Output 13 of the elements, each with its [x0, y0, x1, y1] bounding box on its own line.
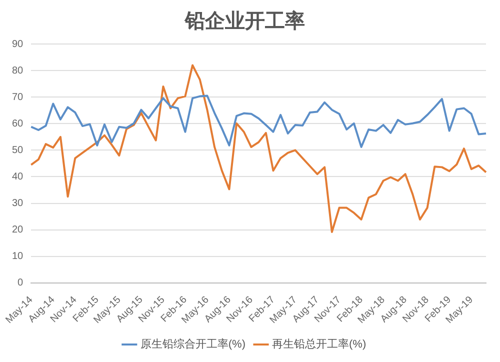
y-tick-label: 30 [12, 198, 24, 210]
y-tick-label: 70 [12, 92, 24, 103]
legend-label: 再生铅总开工率(%) [272, 338, 366, 351]
y-tick-label: 10 [12, 251, 24, 262]
chart-title: 铅企业开工率 [184, 10, 305, 33]
y-tick-label: 0 [18, 278, 24, 289]
y-tick-label: 80 [12, 65, 24, 76]
y-tick-label: 20 [12, 224, 24, 236]
y-tick-label: 90 [12, 38, 24, 50]
y-tick-label: 40 [12, 171, 24, 182]
y-tick-label: 60 [12, 118, 24, 130]
legend-label: 原生铅综合开工率(%) [140, 338, 246, 351]
y-tick-label: 50 [12, 144, 24, 156]
